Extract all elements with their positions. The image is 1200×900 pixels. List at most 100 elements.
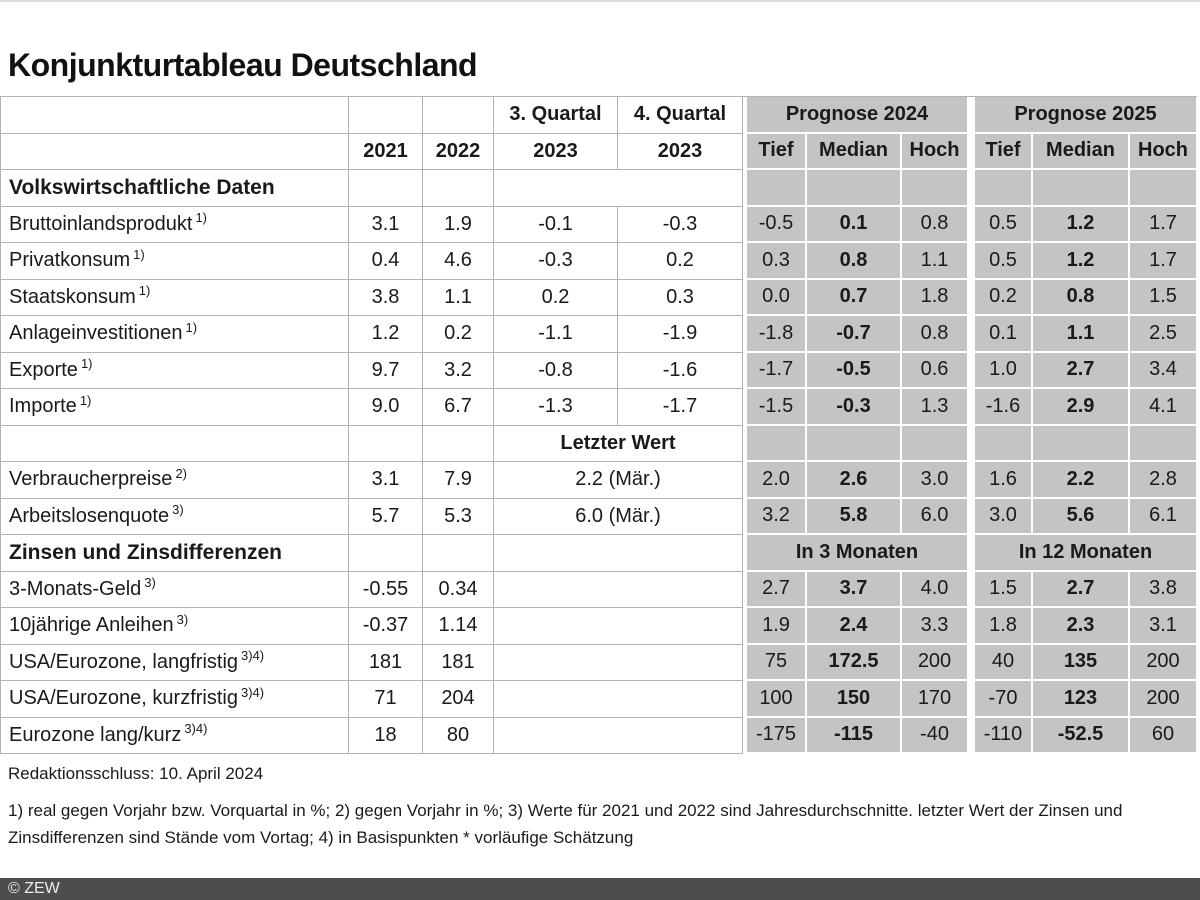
value-cell-hoch: 60 xyxy=(1130,717,1198,755)
value-cell-tief: 0.2 xyxy=(975,279,1033,317)
col-header-year: 2023 xyxy=(618,133,743,171)
column-gap xyxy=(969,462,975,499)
copyright-bar: © ZEW xyxy=(0,878,1200,900)
col-header-hoch: Hoch xyxy=(1130,133,1198,171)
value-cell-tief: -1.5 xyxy=(747,389,807,426)
header-cell-empty xyxy=(1,133,349,171)
value-cell-2021: 0.4 xyxy=(349,243,423,280)
column-gap xyxy=(969,681,975,718)
value-cell-q3: -0.8 xyxy=(494,352,618,390)
value-cell-q3: -0.1 xyxy=(494,206,618,244)
value-cell-hoch: 3.4 xyxy=(1130,352,1198,390)
value-cell-hoch: 1.1 xyxy=(902,243,969,280)
value-cell-hoch: 1.7 xyxy=(1130,243,1198,280)
median-value-cell: 2.3 xyxy=(1033,608,1130,645)
value-cell-tief: 2.0 xyxy=(747,462,807,499)
col-header-in-12-monaten: In 12 Monaten xyxy=(975,535,1198,572)
column-gap xyxy=(969,170,975,207)
col-header-q3: 3. Quartal xyxy=(494,97,618,134)
value-cell-tief: 2.7 xyxy=(747,571,807,609)
value-cell-q3: -1.1 xyxy=(494,316,618,353)
value-cell-2022: 1.1 xyxy=(423,279,494,317)
value-cell-hoch: 200 xyxy=(1130,681,1198,718)
median-value-cell: 2.7 xyxy=(1033,352,1130,390)
column-gap xyxy=(743,97,747,134)
col-header-q4: 4. Quartal xyxy=(618,97,743,134)
value-cell-hoch: 0.8 xyxy=(902,316,969,353)
value-cell-q4: -1.6 xyxy=(618,352,743,390)
cell-empty xyxy=(349,170,423,207)
row-label: USA/Eurozone, langfristig 3)4) xyxy=(1,644,349,682)
median-value-cell: 135 xyxy=(1033,644,1130,682)
median-value-cell: 0.8 xyxy=(807,243,902,280)
value-cell-tief: 0.5 xyxy=(975,243,1033,280)
page: Konjunkturtableau Deutschland 3. Quartal… xyxy=(0,47,1200,900)
value-cell-hoch: 2.8 xyxy=(1130,462,1198,499)
value-cell-2021: 18 xyxy=(349,717,423,755)
col-header-year: 2023 xyxy=(494,133,618,171)
value-cell-tief: -110 xyxy=(975,717,1033,755)
value-cell-2022: 80 xyxy=(423,717,494,755)
col-header-year: 2022 xyxy=(423,133,494,171)
value-cell-2022: 0.2 xyxy=(423,316,494,353)
value-cell-hoch: 1.3 xyxy=(902,389,969,426)
value-cell-hoch: 200 xyxy=(902,644,969,682)
cell-empty xyxy=(494,608,743,645)
cell-empty xyxy=(1130,170,1198,207)
page-title: Konjunkturtableau Deutschland xyxy=(8,47,478,83)
value-cell-hoch: 6.0 xyxy=(902,498,969,536)
value-cell-2021: 9.0 xyxy=(349,389,423,426)
value-cell-tief: 1.0 xyxy=(975,352,1033,390)
column-gap xyxy=(743,498,747,536)
median-value-cell: 2.7 xyxy=(1033,571,1130,609)
value-cell-q3: -0.3 xyxy=(494,243,618,280)
column-gap xyxy=(743,206,747,244)
cell-empty xyxy=(494,170,743,207)
column-gap xyxy=(969,97,975,134)
cell-empty xyxy=(494,535,743,572)
column-gap xyxy=(743,389,747,426)
column-gap xyxy=(743,133,747,171)
column-gap xyxy=(743,243,747,280)
column-gap xyxy=(969,535,975,572)
median-value-cell: 5.6 xyxy=(1033,498,1130,536)
row-label: USA/Eurozone, kurzfristig 3)4) xyxy=(1,681,349,718)
median-value-cell: 0.7 xyxy=(807,279,902,317)
value-cell-hoch: 3.8 xyxy=(1130,571,1198,609)
value-cell-tief: -1.7 xyxy=(747,352,807,390)
value-cell-2021: 3.1 xyxy=(349,462,423,499)
value-cell-2022: 204 xyxy=(423,681,494,718)
cell-empty xyxy=(1033,425,1130,463)
value-cell-2021: 3.1 xyxy=(349,206,423,244)
column-gap xyxy=(969,571,975,609)
median-value-cell: -0.7 xyxy=(807,316,902,353)
median-value-cell: 2.6 xyxy=(807,462,902,499)
col-header-prognose-2024: Prognose 2024 xyxy=(747,97,969,134)
cell-empty xyxy=(423,535,494,572)
value-cell-q4: 0.3 xyxy=(618,279,743,317)
col-header-in-3-monaten: In 3 Monaten xyxy=(747,535,969,572)
column-gap xyxy=(743,462,747,499)
value-cell-hoch: 4.0 xyxy=(902,571,969,609)
median-value-cell: 2.9 xyxy=(1033,389,1130,426)
cell-empty xyxy=(807,170,902,207)
section-header: Volkswirtschaftliche Daten xyxy=(1,170,349,207)
value-cell-q4: -0.3 xyxy=(618,206,743,244)
value-cell-2022: 1.9 xyxy=(423,206,494,244)
col-header-median: Median xyxy=(807,133,902,171)
value-cell-2021: 71 xyxy=(349,681,423,718)
cell-empty xyxy=(902,170,969,207)
col-header-year: 2021 xyxy=(349,133,423,171)
value-cell-tief: 1.6 xyxy=(975,462,1033,499)
cell-empty xyxy=(902,425,969,463)
row-label: Privatkonsum 1) xyxy=(1,243,349,280)
cell-empty xyxy=(494,644,743,682)
median-value-cell: 0.8 xyxy=(1033,279,1130,317)
row-label: Eurozone lang/kurz 3)4) xyxy=(1,717,349,755)
value-cell-tief: -175 xyxy=(747,717,807,755)
col-header-tief: Tief xyxy=(747,133,807,171)
value-cell-hoch: 170 xyxy=(902,681,969,718)
col-header-median: Median xyxy=(1033,133,1130,171)
cell-empty xyxy=(975,425,1033,463)
header-cell-empty xyxy=(349,97,423,134)
